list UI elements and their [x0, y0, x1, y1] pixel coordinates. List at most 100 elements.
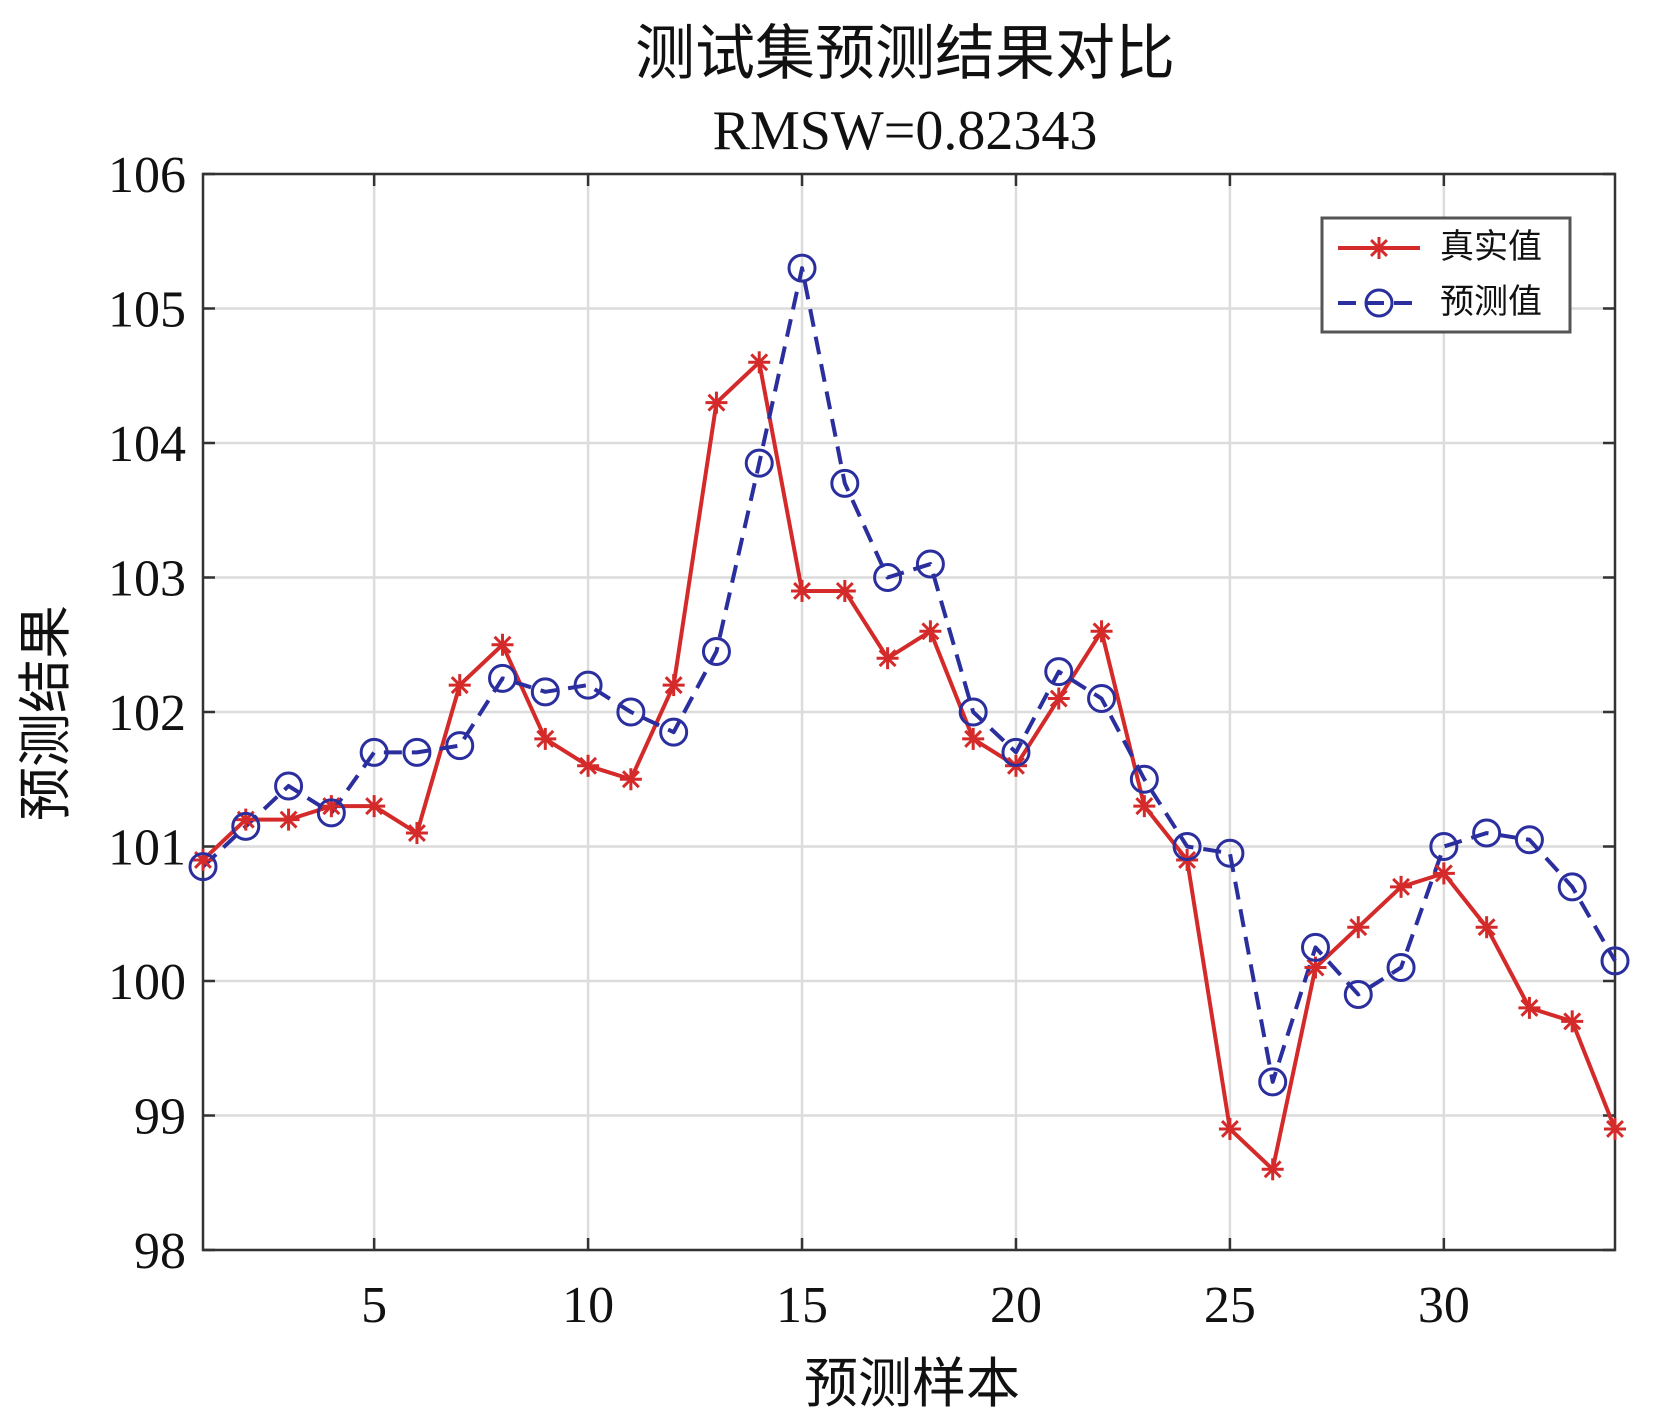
x-tick-label: 20 [990, 1277, 1042, 1334]
data-point-actual [662, 674, 685, 697]
legend-marker-symbol [1368, 237, 1390, 259]
data-point-actual [919, 620, 942, 643]
data-point-predicted [830, 468, 860, 498]
tick-labels: 5 10 15 20 25 30 98 99 100 101 102 103 104 105 106 [108, 147, 1470, 1334]
grid [203, 172, 1615, 1252]
data-point-predicted [573, 670, 603, 700]
y-tick-label: 104 [108, 416, 186, 473]
marker-stroke [1563, 1012, 1582, 1031]
x-tick-label: 30 [1418, 1277, 1470, 1334]
data-point-predicted [744, 448, 774, 478]
marker-stroke [1434, 864, 1453, 883]
y-tick-label: 98 [134, 1223, 186, 1280]
marker-stroke [1349, 918, 1368, 937]
marker-stroke [1392, 877, 1411, 896]
data-point-predicted [1172, 832, 1202, 861]
data-point-actual [405, 822, 428, 845]
data-point-predicted [316, 798, 346, 828]
data-point-actual [1090, 620, 1113, 643]
data-point-predicted [1087, 684, 1117, 714]
data-point-actual [1518, 996, 1541, 1019]
marker-stroke [1520, 998, 1539, 1017]
legend: 真实值 预测值 [1320, 216, 1572, 334]
data-point-actual [448, 674, 471, 697]
data-point-predicted [1044, 657, 1074, 687]
y-tick-label: 101 [108, 820, 186, 877]
data-point-actual [962, 727, 985, 750]
marker-stroke [835, 581, 854, 600]
y-tick-label: 99 [134, 1089, 186, 1146]
data-point-actual [491, 633, 514, 656]
data-point-predicted [1472, 818, 1502, 848]
data-point-predicted [915, 549, 945, 579]
x-tick-label: 25 [1204, 1277, 1256, 1334]
marker-stroke [536, 729, 555, 748]
data-point-actual [1218, 1117, 1241, 1140]
legend-box [1320, 216, 1572, 334]
data-point-predicted [188, 852, 218, 882]
marker-stroke [1135, 797, 1154, 816]
legend-marker-predicted [1364, 288, 1394, 318]
marker-stroke [878, 649, 897, 668]
data-point-predicted [359, 737, 389, 767]
data-point-predicted [1258, 1067, 1288, 1097]
marker-stroke [407, 824, 426, 843]
series [188, 253, 1630, 1181]
data-point-actual [363, 795, 386, 818]
marker-stroke [365, 797, 384, 816]
x-tick-label: 15 [776, 1277, 828, 1334]
data-point-actual [1047, 687, 1070, 710]
marker-stroke [1220, 1119, 1239, 1138]
data-point-actual [1261, 1158, 1284, 1181]
marker-stroke [664, 676, 683, 695]
ticks [203, 172, 1615, 1252]
data-point-predicted [873, 563, 903, 592]
data-point-predicted [1343, 979, 1373, 1009]
legend-label-predicted: 预测值 [1440, 283, 1542, 321]
marker-stroke [793, 581, 812, 600]
data-point-actual [833, 579, 856, 602]
data-point-predicted [958, 697, 988, 727]
data-point-actual [1475, 916, 1498, 939]
data-point-predicted [1300, 932, 1330, 962]
data-point-actual [534, 727, 557, 750]
legend-marker-actual [1368, 237, 1390, 259]
data-point-predicted [1215, 838, 1245, 868]
marker-stroke [579, 756, 598, 775]
x-tick-label: 10 [562, 1277, 614, 1334]
marker-stroke [279, 810, 298, 829]
data-point-predicted [445, 731, 475, 761]
marker-stroke [493, 635, 512, 654]
marker-stroke [750, 353, 769, 372]
data-point-actual [876, 647, 899, 670]
legend-label-actual: 真实值 [1440, 228, 1542, 266]
x-tick-label: 5 [361, 1277, 387, 1334]
data-point-actual [791, 579, 814, 602]
data-point-actual [1390, 875, 1413, 898]
data-point-predicted [530, 677, 560, 707]
y-tick-label: 102 [108, 685, 186, 742]
data-point-actual [577, 754, 600, 777]
marker-stroke [707, 393, 726, 412]
data-point-predicted [616, 697, 646, 727]
y-tick-label: 100 [108, 954, 186, 1011]
data-point-actual [1604, 1117, 1626, 1140]
data-point-predicted [1600, 946, 1630, 976]
data-point-actual [1347, 916, 1370, 939]
data-point-actual [277, 808, 300, 831]
y-tick-label: 103 [108, 551, 186, 608]
chart-title: 测试集预测结果对比 [635, 21, 1175, 87]
series-line-actual [201, 360, 1617, 1172]
marker-stroke [1606, 1119, 1624, 1138]
marker-stroke [1092, 622, 1111, 641]
data-point-predicted [402, 737, 432, 767]
marker-stroke [921, 622, 940, 641]
data-point-predicted [1514, 825, 1544, 855]
data-point-predicted [488, 663, 518, 693]
data-point-predicted [701, 636, 731, 666]
data-point-actual [705, 391, 728, 414]
marker-stroke [1049, 689, 1068, 708]
marker-stroke [1306, 958, 1325, 977]
data-point-predicted [787, 253, 817, 283]
